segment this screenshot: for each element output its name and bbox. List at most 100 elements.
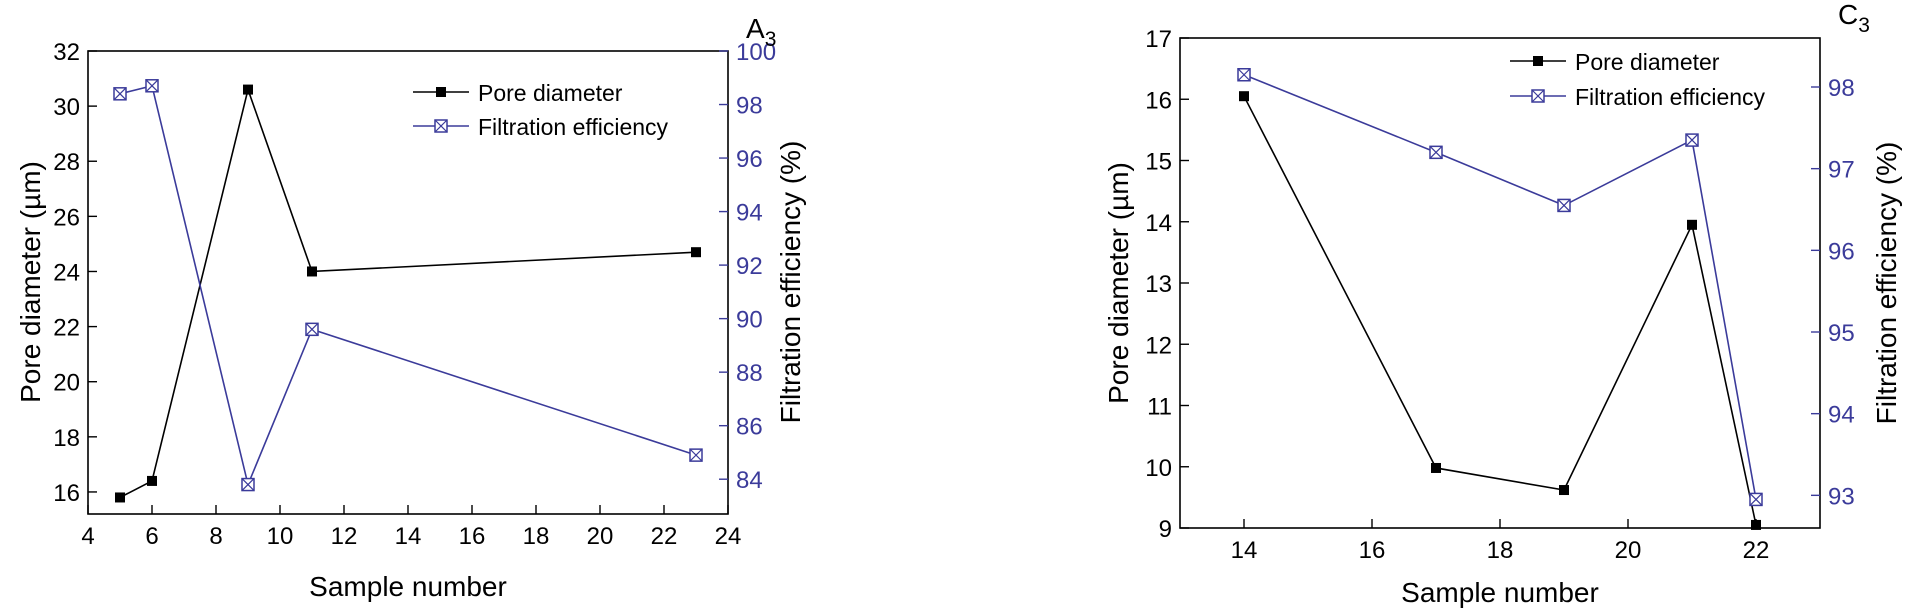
right-tick-label: 100	[736, 39, 776, 66]
x-tick-label: 8	[209, 523, 222, 550]
x-tick-label: 22	[1743, 537, 1770, 564]
panel-label-subscript: 3	[1858, 14, 1870, 37]
x-tick-label: 4	[81, 523, 94, 550]
right-tick-label: 98	[736, 93, 763, 120]
x-tick-label: 20	[1615, 537, 1642, 564]
x-tick-label: 22	[651, 523, 678, 550]
filtration-efficiency-point	[1429, 145, 1443, 160]
right-tick-label: 88	[736, 360, 763, 387]
pore-diameter-point	[691, 247, 701, 258]
left-tick-label: 10	[1145, 455, 1172, 482]
panel-label-subscript: 3	[765, 28, 777, 51]
filtration-efficiency-point	[241, 477, 255, 492]
left-tick-label: 20	[53, 370, 80, 397]
x-tick-label: 20	[587, 523, 614, 550]
left-tick-label: 15	[1145, 149, 1172, 176]
left-axis-label: Pore diameter (µm)	[1103, 162, 1134, 404]
x-tick-label: 16	[459, 523, 486, 550]
left-axis-label: Pore diameter (µm)	[15, 161, 46, 403]
right-axis-ticks: 93 94 95 96 97 98	[1811, 75, 1855, 510]
legend-entry-filtration-efficiency: Filtration efficiency	[1575, 84, 1766, 110]
pore-diameter-line	[1243, 95, 1757, 526]
pore-diameter-point	[1751, 519, 1761, 530]
left-tick-label: 12	[1145, 332, 1172, 359]
left-tick-label: 28	[53, 149, 80, 176]
right-tick-label: 96	[736, 146, 763, 173]
filtration-efficiency-line	[119, 84, 697, 488]
filtration-efficiency-point	[145, 79, 159, 93]
x-tick-label: 24	[715, 523, 742, 550]
left-axis-ticks: 9 10 11 12 13 14 15 16 17	[1145, 26, 1189, 543]
pore-diameter-point	[1431, 462, 1441, 473]
filtration-efficiency-point	[305, 322, 319, 337]
right-axis-label: Filtration efficiency (%)	[775, 141, 806, 424]
pore-diameter-point	[1687, 219, 1697, 230]
x-axis-label: Sample number	[309, 571, 507, 602]
right-tick-label: 95	[1828, 320, 1855, 347]
panel-label: C3	[1838, 0, 1870, 37]
panel-label-letter: A	[746, 13, 765, 44]
right-tick-label: 86	[736, 414, 763, 441]
series-layer	[1237, 68, 1763, 530]
left-tick-label: 11	[1147, 394, 1172, 421]
panel-label: A3	[746, 13, 776, 51]
pore-diameter-point	[307, 266, 317, 277]
right-tick-label: 97	[1828, 157, 1855, 184]
left-tick-label: 17	[1145, 26, 1172, 53]
right-tick-label: 98	[1828, 75, 1855, 102]
right-tick-label: 93	[1828, 483, 1855, 510]
legend-marker-crossed-square	[1531, 89, 1545, 103]
chart-panel-a3: 4 6 8 10 12 14 16 18 20 22 24 16 18 20 22 24 26 28 30 32 8…	[15, 13, 806, 602]
x-axis-ticks: 4 6 8 10 12 14 16 18 20 22 24	[81, 505, 741, 550]
left-tick-label: 18	[53, 425, 80, 452]
filtration-efficiency-point	[1557, 198, 1571, 213]
legend-entry-pore-diameter: Pore diameter	[1575, 49, 1720, 75]
left-tick-label: 16	[1145, 87, 1172, 114]
right-axis-label: Filtration efficiency (%)	[1871, 142, 1902, 425]
left-tick-label: 9	[1159, 516, 1172, 543]
left-tick-label: 32	[53, 39, 80, 66]
panel-label-letter: C	[1838, 0, 1858, 30]
pore-diameter-point	[1239, 91, 1249, 102]
pore-diameter-point	[243, 84, 253, 95]
plot-area-frame	[1179, 37, 1821, 529]
left-tick-label: 22	[53, 315, 80, 342]
x-tick-label: 6	[145, 523, 158, 550]
x-tick-label: 12	[331, 523, 358, 550]
pore-diameter-point	[147, 475, 157, 486]
left-tick-label: 26	[53, 204, 80, 231]
left-tick-label: 24	[53, 259, 80, 286]
filtration-efficiency-point	[113, 87, 127, 101]
legend: Pore diameter Filtration efficiency	[1510, 49, 1766, 110]
legend-marker-crossed-square	[434, 119, 448, 133]
right-tick-label: 94	[736, 200, 763, 227]
right-tick-label: 84	[736, 467, 763, 494]
legend: Pore diameter Filtration efficiency	[413, 80, 669, 140]
x-tick-label: 18	[523, 523, 550, 550]
filtration-efficiency-line	[1243, 74, 1757, 500]
x-tick-label: 14	[1231, 537, 1258, 564]
legend-marker-square	[436, 87, 446, 97]
pore-diameter-point	[115, 492, 125, 503]
x-axis-ticks: 14 16 18 20 22	[1231, 519, 1770, 564]
left-tick-label: 16	[53, 480, 80, 507]
left-tick-label: 13	[1145, 271, 1172, 298]
right-tick-label: 94	[1828, 402, 1855, 429]
right-axis-ticks: 84 86 88 90 92 94 96 98 100	[719, 39, 776, 494]
right-tick-label: 92	[736, 253, 763, 280]
right-tick-label: 96	[1828, 238, 1855, 265]
pore-diameter-point	[1559, 485, 1569, 496]
x-tick-label: 14	[395, 523, 422, 550]
legend-entry-filtration-efficiency: Filtration efficiency	[478, 114, 669, 140]
legend-marker-square	[1533, 56, 1543, 66]
x-tick-label: 18	[1487, 537, 1514, 564]
x-tick-label: 10	[267, 523, 294, 550]
left-tick-label: 30	[53, 94, 80, 121]
filtration-efficiency-point	[1685, 133, 1699, 147]
series-layer	[113, 79, 703, 503]
right-tick-label: 90	[736, 307, 763, 334]
left-axis-ticks: 16 18 20 22 24 26 28 30 32	[53, 39, 97, 507]
legend-entry-pore-diameter: Pore diameter	[478, 80, 623, 106]
